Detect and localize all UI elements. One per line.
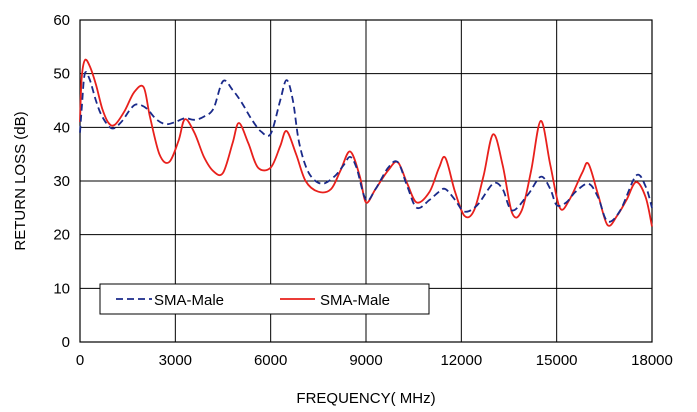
x-tick-label: 9000 (349, 352, 382, 369)
y-tick-labels: 0 10 20 30 40 50 60 (53, 12, 70, 351)
series-lines (79, 58, 653, 227)
x-tick-label: 0 (76, 352, 84, 369)
y-tick-label: 30 (53, 173, 70, 190)
y-tick-label: 0 (62, 334, 70, 351)
y-tick-label: 60 (53, 12, 70, 29)
x-axis-title: FREQUENCY( MHz) (296, 390, 435, 407)
y-tick-label: 40 (53, 119, 70, 136)
series-line-1 (79, 71, 653, 223)
series-line-2 (79, 58, 653, 227)
y-tick-label: 10 (53, 280, 70, 297)
x-tick-label: 3000 (159, 352, 192, 369)
legend-label-series-1: SMA-Male (154, 292, 224, 309)
legend-label-series-2: SMA-Male (320, 292, 390, 309)
y-axis-title: RETURN LOSS (dB) (12, 111, 29, 250)
y-tick-label: 20 (53, 227, 70, 244)
x-tick-label: 15000 (536, 352, 578, 369)
x-tick-label: 18000 (631, 352, 673, 369)
x-tick-label: 6000 (254, 352, 287, 369)
y-tick-label: 50 (53, 66, 70, 83)
x-tick-labels: 0 3000 6000 9000 12000 15000 18000 (76, 352, 673, 369)
legend: SMA-Male SMA-Male (99, 283, 430, 315)
x-tick-label: 12000 (440, 352, 482, 369)
plot-area-border (79, 19, 653, 343)
legend-box (99, 283, 430, 315)
